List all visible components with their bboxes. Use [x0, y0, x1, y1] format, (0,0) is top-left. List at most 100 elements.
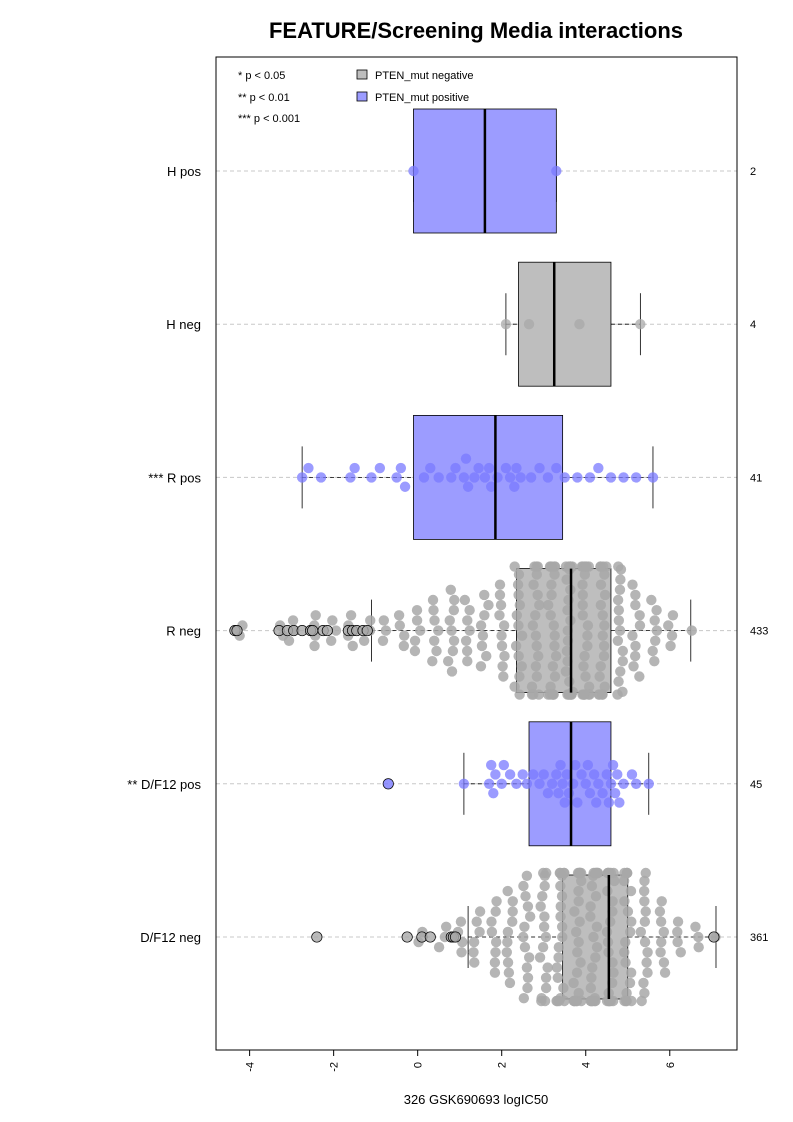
- data-point: [581, 561, 592, 572]
- data-point: [474, 926, 485, 938]
- count-label: 2: [750, 166, 756, 178]
- data-point: [490, 906, 501, 917]
- data-point: [521, 778, 533, 789]
- x-tick-label: 0: [413, 1062, 425, 1068]
- data-point: [634, 610, 645, 621]
- data-point: [559, 472, 570, 483]
- data-point: [514, 599, 526, 611]
- data-point: [518, 993, 530, 1004]
- data-point: [585, 995, 597, 1007]
- data-point: [612, 769, 623, 780]
- data-point: [601, 926, 613, 938]
- data-point: [542, 472, 554, 483]
- count-labels: 2 4 41 433 45 361: [750, 166, 768, 944]
- data-point: [530, 630, 542, 641]
- data-point: [445, 584, 456, 595]
- data-point: [496, 630, 507, 641]
- data-point: [609, 875, 620, 887]
- data-point: [528, 579, 539, 590]
- count-label: 4: [750, 319, 756, 331]
- data-point: [462, 615, 473, 626]
- data-point: [511, 610, 523, 621]
- data-point: [597, 630, 608, 641]
- data-point: [590, 952, 601, 963]
- data-point: [427, 656, 438, 667]
- data-point: [601, 769, 612, 780]
- data-point: [479, 589, 490, 601]
- data-point: [486, 916, 497, 927]
- data-point: [640, 906, 651, 917]
- data-point: [639, 987, 650, 999]
- grid-lines: [216, 170, 737, 938]
- data-point: [446, 472, 457, 483]
- data-point: [613, 676, 624, 687]
- data-point: [666, 630, 678, 641]
- data-point: [649, 615, 660, 626]
- data-point: [642, 967, 653, 978]
- data-point: [569, 906, 580, 917]
- data-point: [499, 650, 510, 662]
- data-point: [310, 610, 321, 621]
- data-point: [628, 661, 639, 672]
- data-point: [540, 931, 552, 943]
- data-point: [568, 977, 579, 989]
- data-point: [527, 620, 539, 631]
- count-label: 45: [750, 779, 762, 791]
- data-point: [599, 569, 610, 580]
- data-point: [577, 599, 588, 611]
- data-point: [582, 759, 594, 771]
- data-point: [549, 671, 561, 682]
- outlier-point: [231, 625, 243, 637]
- data-point: [433, 472, 444, 483]
- data-point: [411, 615, 423, 626]
- data-point: [458, 472, 470, 483]
- data-point: [429, 635, 440, 646]
- x-tick-label: 6: [665, 1062, 677, 1068]
- data-point: [630, 599, 641, 611]
- data-point: [567, 778, 579, 789]
- data-point: [425, 462, 436, 474]
- data-point: [615, 666, 626, 677]
- data-point: [612, 594, 624, 606]
- data-point: [462, 656, 473, 667]
- significance-legend: * p < 0.05 ** p < 0.01 *** p < 0.001: [238, 70, 300, 125]
- data-point: [469, 957, 480, 968]
- category-label: R neg: [166, 624, 201, 639]
- legend-label-negative: PTEN_mut negative: [375, 70, 473, 82]
- data-point: [650, 635, 661, 646]
- data-point: [512, 579, 524, 590]
- data-point: [408, 165, 419, 177]
- data-point: [595, 579, 607, 590]
- data-point: [643, 778, 654, 789]
- data-point: [409, 635, 421, 646]
- data-point: [582, 640, 593, 652]
- data-point: [552, 972, 564, 983]
- data-point: [531, 569, 543, 580]
- data-point: [557, 778, 568, 789]
- data-point: [579, 569, 591, 580]
- data-point: [520, 891, 531, 902]
- data-point: [654, 906, 666, 917]
- data-point: [563, 787, 575, 799]
- data-point: [507, 906, 518, 917]
- data-point: [561, 769, 573, 780]
- data-point: [535, 901, 546, 912]
- category-label: H neg: [166, 317, 201, 332]
- data-point: [486, 481, 497, 492]
- data-point: [561, 645, 573, 657]
- data-point: [630, 778, 642, 789]
- category-label: H pos: [167, 164, 201, 179]
- data-point: [647, 645, 658, 657]
- data-point: [576, 875, 587, 887]
- data-point: [618, 875, 630, 887]
- sig-legend-1: * p < 0.05: [238, 70, 285, 82]
- data-point: [599, 681, 610, 692]
- data-point: [503, 967, 515, 978]
- data-point: [523, 319, 535, 330]
- data-point: [540, 972, 552, 983]
- data-point: [585, 911, 596, 922]
- data-point: [625, 885, 637, 897]
- data-point: [502, 885, 513, 897]
- data-point: [587, 962, 598, 973]
- data-point: [564, 676, 575, 687]
